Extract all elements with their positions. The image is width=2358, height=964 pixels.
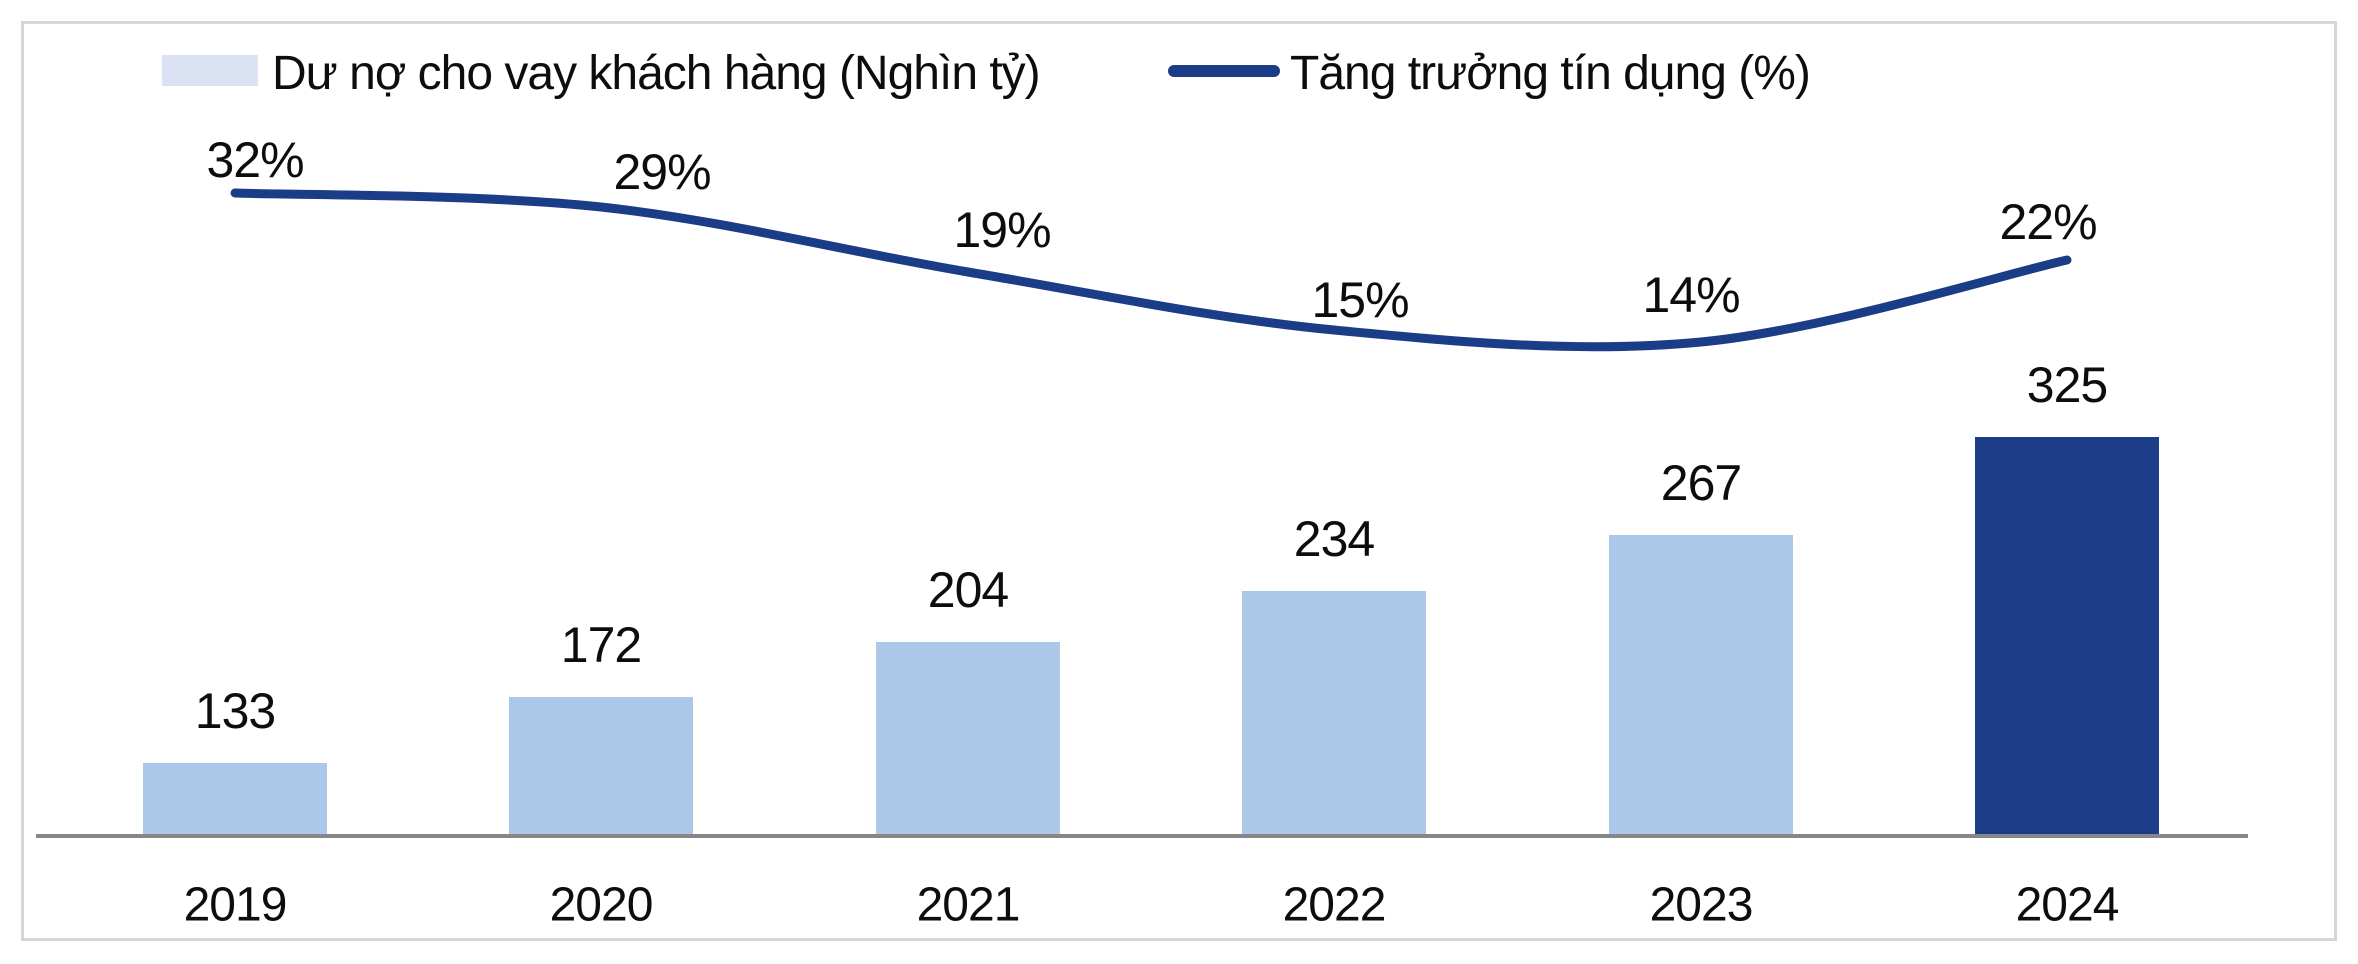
- line-value-label-2023: 14%: [1642, 267, 1740, 323]
- x-axis-label-2024: 2024: [2015, 878, 2120, 932]
- x-axis-line: [36, 834, 2248, 838]
- legend-bar-swatch: [162, 55, 258, 86]
- line-value-label-2019: 32%: [206, 132, 304, 188]
- bar-2020: [509, 696, 693, 836]
- bar-value-label-2022: 234: [1293, 511, 1375, 568]
- line-value-label-2022: 15%: [1311, 272, 1409, 328]
- bar-value-label-2024: 325: [2026, 356, 2108, 413]
- x-axis-label-2019: 2019: [183, 878, 288, 932]
- bar-2022: [1242, 591, 1426, 836]
- bar-2024: [1975, 436, 2159, 836]
- legend-line-label: Tăng trưởng tín dụng (%): [1290, 47, 1811, 100]
- bar-value-label-2023: 267: [1660, 455, 1742, 512]
- line-value-label-2024: 22%: [1999, 194, 2097, 250]
- chart-frame-border: [21, 21, 2337, 941]
- line-value-label-2021: 19%: [953, 202, 1051, 258]
- x-axis-label-2022: 2022: [1282, 878, 1387, 932]
- bar-2023: [1609, 535, 1793, 836]
- legend-line-swatch: [1168, 65, 1280, 77]
- bar-value-label-2020: 172: [560, 616, 642, 673]
- bar-value-label-2019: 133: [194, 682, 276, 739]
- bar-2019: [143, 762, 327, 836]
- bar-2021: [876, 642, 1060, 836]
- bar-value-label-2021: 204: [927, 562, 1009, 619]
- x-axis-label-2021: 2021: [916, 878, 1021, 932]
- x-axis-label-2023: 2023: [1649, 878, 1754, 932]
- legend-bar-label: Dư nợ cho vay khách hàng (Nghìn tỷ): [272, 47, 1041, 100]
- line-value-label-2020: 29%: [613, 144, 711, 200]
- x-axis-label-2020: 2020: [549, 878, 654, 932]
